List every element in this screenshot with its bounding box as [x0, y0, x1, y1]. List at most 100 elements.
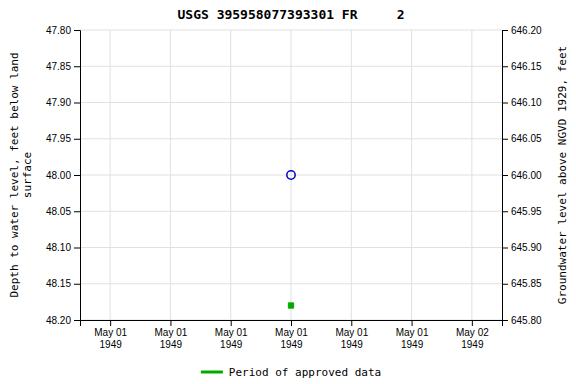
tick-label-line: May 02 [456, 327, 489, 338]
tick: 646.00 [502, 170, 542, 181]
tick-label: May 011949 [396, 327, 429, 350]
tick-mark [74, 175, 80, 176]
tick-label: 47.80 [46, 25, 71, 36]
tick-label: 47.90 [46, 97, 71, 108]
axis-line [81, 321, 503, 327]
tick-mark [472, 320, 473, 326]
grid-line [411, 30, 412, 320]
marks [287, 171, 295, 308]
tick-label: 646.15 [511, 61, 542, 72]
tick-label-line: May 01 [94, 327, 127, 338]
tick-label: 645.80 [511, 315, 542, 326]
tick: 48.15 [46, 278, 80, 289]
tick-label-line: May 01 [215, 327, 248, 338]
tick-label-line: 1949 [401, 339, 424, 350]
tick-label-line: 1949 [160, 339, 183, 350]
tick-label: May 011949 [215, 327, 248, 350]
tick-label-line: May 01 [335, 327, 368, 338]
tick-label-line: 1949 [461, 339, 484, 350]
y-axis: 47.80 47.85 47.90 47.95 48.00 48.05 48.10 48.15… [46, 25, 81, 326]
tick-label-line: May 01 [155, 327, 188, 338]
tick: 47.80 [46, 25, 80, 36]
tick-mark [74, 139, 80, 140]
tick: 48.10 [46, 242, 80, 253]
tick: 646.05 [502, 133, 542, 144]
tick-mark [74, 66, 80, 67]
grid-line [110, 30, 111, 320]
tick-label: May 011949 [335, 327, 368, 350]
tick-label: May 011949 [94, 327, 127, 350]
tick-label-line: 1949 [220, 339, 243, 350]
tick-mark [74, 248, 80, 249]
tick: May 011949 [155, 320, 188, 350]
axis-line [503, 31, 509, 321]
tick-mark [351, 320, 352, 326]
tick-mark [74, 284, 80, 285]
tick: 47.95 [46, 133, 80, 144]
tick-label: 48.10 [46, 242, 71, 253]
tick: May 011949 [335, 320, 368, 350]
grid [80, 30, 502, 320]
tick: 645.85 [502, 278, 542, 289]
tick-mark [502, 103, 508, 104]
tick: 48.05 [46, 206, 80, 217]
tick-label: May 011949 [155, 327, 188, 350]
tick-label: 645.95 [511, 206, 542, 217]
tick-mark [502, 66, 508, 67]
grid-line [230, 30, 231, 320]
legend: Period of approved data [201, 366, 381, 379]
y-axis-title: Depth to water level, feet below landsur… [8, 52, 34, 297]
tick: 645.80 [502, 315, 542, 326]
tick-label: 646.20 [511, 25, 542, 36]
tick-mark [502, 248, 508, 249]
chart: 47.80 47.85 47.90 47.95 48.00 48.05 48.10 48.15… [0, 0, 576, 384]
tick-label: 646.10 [511, 97, 542, 108]
tick-label: 48.05 [46, 206, 71, 217]
legend-item: Period of approved data [201, 366, 381, 379]
tick-label: 48.15 [46, 278, 71, 289]
tick: May 021949 [456, 320, 489, 350]
tick: 645.90 [502, 242, 542, 253]
y-axis-title-line: surface [21, 152, 34, 198]
tick-mark [74, 320, 80, 321]
tick-mark [502, 175, 508, 176]
tick-label: 645.90 [511, 242, 542, 253]
point [288, 303, 293, 308]
tick: 48.00 [46, 170, 80, 181]
grid-line [170, 30, 171, 320]
legend-swatch [201, 371, 223, 374]
y2-axis: 645.80 645.85 645.90 645.95 646.00 646.05 646.… [502, 25, 542, 326]
series [288, 303, 293, 308]
tick-label: 47.95 [46, 133, 71, 144]
tick-label: 48.20 [46, 315, 71, 326]
grid-line [351, 30, 352, 320]
tick: 646.15 [502, 61, 542, 72]
tick-label: 645.85 [511, 278, 542, 289]
grid-line [291, 30, 292, 320]
tick-mark [502, 30, 508, 31]
tick-label-line: 1949 [341, 339, 364, 350]
tick-label-line: 1949 [100, 339, 123, 350]
legend-label: Period of approved data [229, 366, 381, 379]
tick-mark [412, 320, 413, 326]
tick: 645.95 [502, 206, 542, 217]
y-axis-title-line: Depth to water level, feet below land [8, 52, 21, 297]
title: USGS 395958077393301 FR 2 [178, 7, 405, 22]
grid-line [471, 30, 472, 320]
point [287, 171, 295, 179]
series [287, 171, 295, 179]
tick-label: 646.00 [511, 170, 542, 181]
tick-mark [502, 284, 508, 285]
tick: 47.90 [46, 97, 80, 108]
tick: 646.10 [502, 97, 542, 108]
tick-mark [231, 320, 232, 326]
tick-label: May 011949 [275, 327, 308, 350]
tick: May 011949 [275, 320, 308, 350]
tick-label: 48.00 [46, 170, 71, 181]
y2-axis-title: Groundwater level above NGVD 1929, feet [556, 46, 569, 304]
tick-mark [74, 30, 80, 31]
tick: May 011949 [215, 320, 248, 350]
tick-mark [502, 211, 508, 212]
tick: 47.85 [46, 61, 80, 72]
tick-mark [502, 139, 508, 140]
